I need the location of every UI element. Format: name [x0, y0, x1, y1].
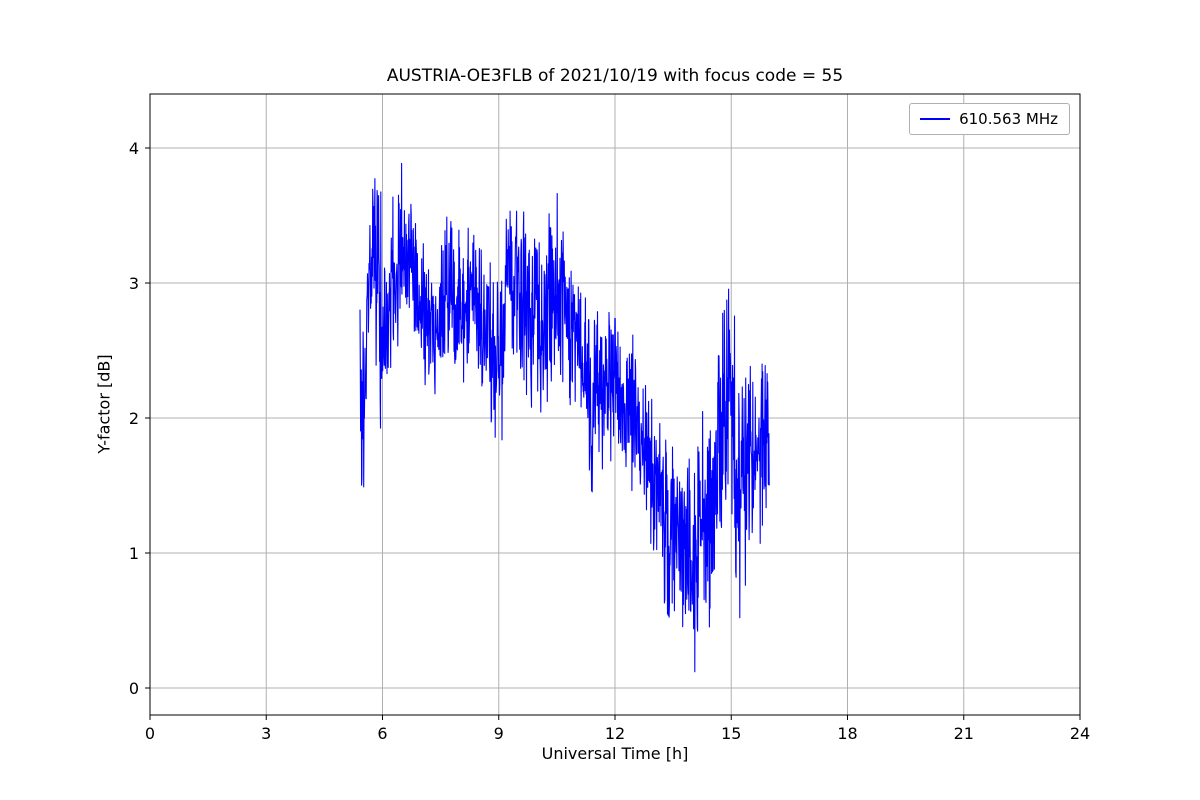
legend-label: 610.563 MHz: [959, 110, 1058, 128]
x-tick-label: 6: [377, 724, 387, 743]
y-tick-label: 2: [129, 409, 139, 428]
chart-title: AUSTRIA-OE3FLB of 2021/10/19 with focus …: [386, 66, 844, 86]
data-series-line: [359, 162, 770, 673]
legend-line-sample: [920, 118, 951, 120]
x-tick-label: 3: [261, 724, 271, 743]
x-tick-label: 0: [145, 724, 155, 743]
x-tick-label: 9: [494, 724, 504, 743]
y-tick-label: 4: [129, 139, 139, 158]
y-tick-label: 3: [129, 274, 139, 293]
x-tick-label: 12: [605, 724, 625, 743]
x-tick-label: 15: [721, 724, 741, 743]
x-tick-label: 24: [1070, 724, 1090, 743]
x-tick-label: 21: [954, 724, 974, 743]
y-axis-label: Y-factor [dB]: [94, 354, 114, 454]
x-tick-label: 18: [837, 724, 857, 743]
y-tick-label: 0: [129, 679, 139, 698]
x-axis-label: Universal Time [h]: [541, 744, 689, 763]
y-tick-label: 1: [129, 544, 139, 563]
legend: 610.563 MHz: [909, 103, 1070, 135]
